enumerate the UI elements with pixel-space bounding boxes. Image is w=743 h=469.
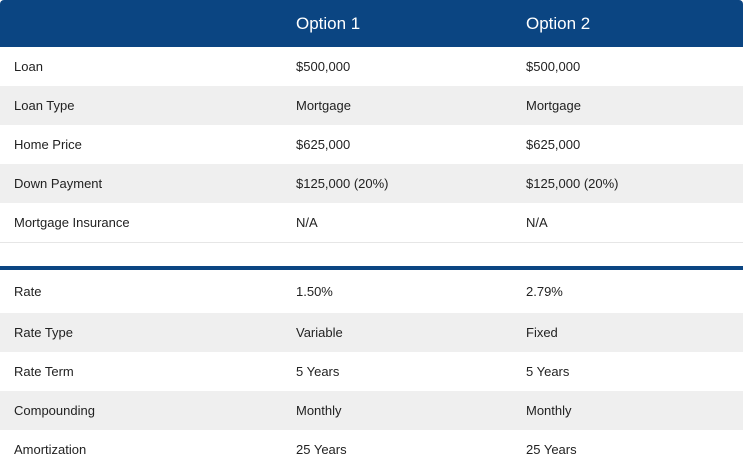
row-label: Home Price	[14, 137, 82, 152]
option-2-value: $500,000	[526, 59, 581, 74]
row-label: Loan Type	[14, 98, 75, 113]
table-row-rate-type: Rate Type Variable Fixed	[0, 313, 743, 352]
loan-details-section: Loan $500,000 $500,000 Loan Type Mortgag…	[0, 47, 743, 243]
option-2-value: 5 Years	[526, 364, 570, 379]
option-1-value: Monthly	[296, 403, 342, 418]
option-1-value: $125,000 (20%)	[296, 176, 389, 191]
option-2-header: Option 2	[526, 14, 591, 33]
section-divider	[0, 266, 743, 270]
row-label: Rate Term	[14, 364, 74, 379]
option-1-value: 1.50%	[296, 284, 333, 299]
option-1-value: Variable	[296, 325, 343, 340]
table-row-home-price: Home Price $625,000 $625,000	[0, 125, 743, 164]
section-spacer	[0, 243, 743, 266]
table-row-down-payment: Down Payment $125,000 (20%) $125,000 (20…	[0, 164, 743, 203]
option-1-value: $625,000	[296, 137, 351, 152]
option-2-value: Monthly	[526, 403, 572, 418]
row-label: Mortgage Insurance	[14, 215, 130, 230]
row-label: Compounding	[14, 403, 95, 418]
option-2-value: Fixed	[526, 325, 558, 340]
option-1-value: 25 Years	[296, 442, 347, 457]
table-row-amortization: Amortization 25 Years 25 Years	[0, 430, 743, 469]
option-2-value: 25 Years	[526, 442, 577, 457]
row-label: Down Payment	[14, 176, 103, 191]
table-row-rate-term: Rate Term 5 Years 5 Years	[0, 352, 743, 391]
rate-details-section: Rate 1.50% 2.79% Rate Type Variable Fixe…	[0, 270, 743, 469]
option-1-header: Option 1	[296, 14, 361, 33]
table-header: Option 1 Option 2	[0, 0, 743, 47]
option-2-value: 2.79%	[526, 284, 563, 299]
row-label: Rate	[14, 284, 42, 299]
option-1-value: N/A	[296, 215, 318, 230]
option-1-value: Mortgage	[296, 98, 351, 113]
option-1-value: $500,000	[296, 59, 351, 74]
option-2-value: $625,000	[526, 137, 581, 152]
table-row-loan-type: Loan Type Mortgage Mortgage	[0, 86, 743, 125]
option-2-value: $125,000 (20%)	[526, 176, 619, 191]
option-2-value: Mortgage	[526, 98, 581, 113]
table-row-compounding: Compounding Monthly Monthly	[0, 391, 743, 430]
table-row-loan: Loan $500,000 $500,000	[0, 47, 743, 86]
table-row-rate: Rate 1.50% 2.79%	[0, 270, 743, 313]
option-1-value: 5 Years	[296, 364, 340, 379]
option-2-value: N/A	[526, 215, 548, 230]
row-label: Amortization	[14, 442, 87, 457]
table-row-mortgage-insurance: Mortgage Insurance N/A N/A	[0, 203, 743, 243]
row-label: Loan	[14, 59, 43, 74]
row-label: Rate Type	[14, 325, 74, 340]
